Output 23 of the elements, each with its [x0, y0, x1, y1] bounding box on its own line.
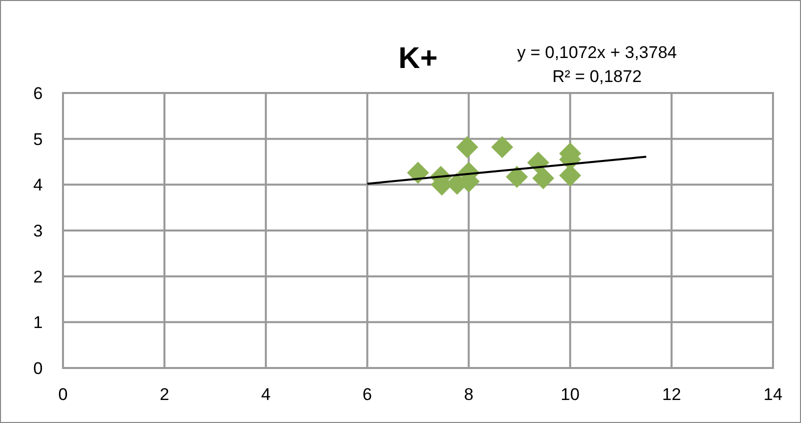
- y-tick-label: 3: [33, 221, 43, 240]
- x-tick-label: 12: [662, 385, 682, 404]
- chart-title: K+: [398, 42, 438, 75]
- y-tick-label: 6: [33, 84, 43, 103]
- point: [491, 136, 514, 158]
- text: y = 0,1072x + 3,3784: [517, 43, 677, 62]
- x-tick-label: 4: [261, 385, 271, 404]
- point: [456, 136, 478, 158]
- y-tick-label: 0: [33, 358, 43, 378]
- text: R² = 0,1872: [552, 67, 642, 86]
- point: [532, 167, 554, 190]
- y-tick-label: 2: [33, 267, 43, 286]
- y-tick-label: 1: [33, 313, 43, 332]
- y-tick-label: 5: [33, 130, 43, 149]
- x-tick-label: 14: [764, 385, 782, 404]
- x-tick-label: 8: [464, 385, 474, 404]
- x-tick-label: 0: [58, 385, 68, 404]
- x-tick-label: 10: [560, 385, 580, 404]
- x-tick-label: 6: [362, 385, 372, 404]
- x-tick-label: 2: [160, 385, 170, 404]
- y-tick-label: 4: [33, 176, 43, 195]
- point: [407, 162, 429, 184]
- point: [506, 166, 528, 188]
